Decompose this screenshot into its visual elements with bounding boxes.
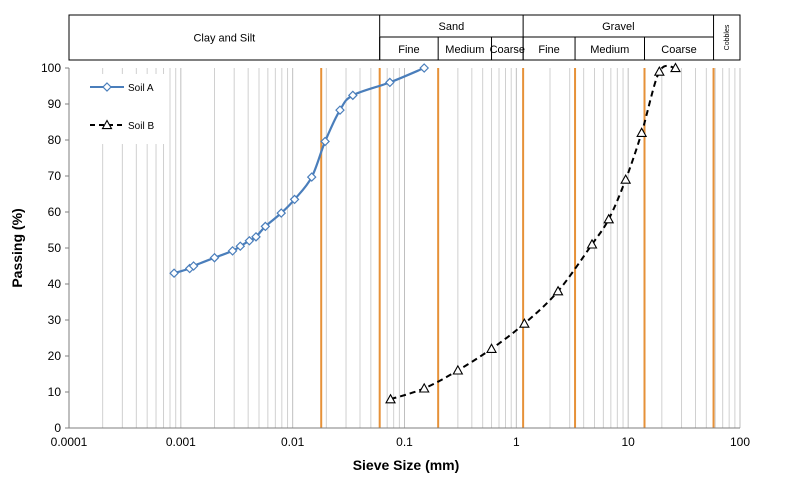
y-tick-label: 0	[54, 421, 61, 435]
axes: 0.0001 0.001 0.01 0.1 1 10 100 0 10 20 30 40 50 60 70 8…	[41, 61, 750, 449]
x-tick-label: 0.001	[166, 435, 196, 449]
header-subgroup-label: Medium	[590, 44, 629, 56]
data-point	[636, 127, 648, 137]
boundary-lines	[320, 68, 715, 428]
legend-marker	[102, 82, 112, 92]
x-tick-label: 100	[730, 435, 750, 449]
data-point	[419, 63, 430, 73]
series-line	[173, 66, 425, 275]
x-tick-label: 0.0001	[51, 435, 88, 449]
series-soil-a	[169, 63, 430, 279]
data-point	[235, 241, 246, 252]
data-point	[306, 172, 317, 182]
header-subgroup-label: Medium	[445, 44, 484, 56]
data-point	[276, 208, 287, 218]
data-point	[586, 238, 598, 249]
data-point	[209, 252, 220, 263]
y-tick-label: 60	[48, 205, 62, 219]
data-point	[169, 268, 179, 279]
x-tick-label: 1	[513, 435, 520, 449]
data-point	[227, 246, 238, 256]
header-subgroup-label: Coarse	[490, 44, 525, 56]
legend: Soil A Soil B	[80, 74, 166, 144]
data-point	[653, 65, 665, 76]
y-axis-title: Passing (%)	[9, 208, 25, 287]
header-group-label: Sand	[439, 21, 465, 33]
x-axis-title: Sieve Size (mm)	[353, 457, 460, 473]
data-point	[260, 221, 271, 232]
series-soil-b	[385, 62, 681, 404]
header-subgroup-label: Fine	[398, 44, 419, 56]
legend-label: Soil A	[128, 83, 154, 94]
data-point	[603, 213, 615, 224]
data-point	[486, 343, 497, 353]
legend-label: Soil B	[128, 121, 154, 132]
data-point	[188, 261, 199, 271]
data-point	[518, 317, 530, 328]
y-tick-label: 80	[48, 133, 62, 147]
data-point	[385, 393, 396, 404]
data-point	[289, 194, 300, 205]
data-point	[452, 364, 464, 375]
gridlines	[68, 68, 741, 428]
data-point	[418, 382, 430, 393]
y-tick-label: 100	[41, 61, 61, 75]
y-tick-label: 20	[48, 349, 62, 363]
data-point	[385, 77, 395, 88]
header-group-label: Cobbles	[724, 24, 731, 50]
header-subgroup-label: Fine	[538, 44, 559, 56]
x-tick-label: 10	[621, 435, 635, 449]
data-point	[670, 62, 681, 73]
data-point	[620, 173, 632, 184]
series-line	[390, 64, 676, 401]
data-point	[347, 90, 358, 101]
classification-header: Clay and Silt Sand Gravel Cobbles Fine Medium…	[68, 14, 741, 61]
x-tick-label: 0.01	[281, 435, 305, 449]
y-tick-label: 10	[48, 385, 62, 399]
data-point	[552, 285, 564, 296]
data-series	[169, 62, 681, 404]
x-tick-label: 0.1	[396, 435, 413, 449]
y-tick-label: 70	[48, 169, 62, 183]
data-point	[244, 235, 255, 246]
legend-box	[80, 74, 166, 144]
y-tick-label: 90	[48, 97, 62, 111]
data-point	[335, 105, 345, 115]
header-group-label: Clay and Silt	[193, 33, 255, 45]
header-subgroup-label: Coarse	[661, 44, 696, 56]
header-frame	[68, 14, 741, 61]
header-group-label: Gravel	[602, 21, 634, 33]
legend-marker	[101, 119, 113, 130]
y-tick-label: 50	[48, 241, 62, 255]
y-tick-label: 40	[48, 277, 62, 291]
data-point	[251, 231, 261, 242]
data-point	[320, 136, 330, 147]
y-tick-label: 30	[48, 313, 62, 327]
